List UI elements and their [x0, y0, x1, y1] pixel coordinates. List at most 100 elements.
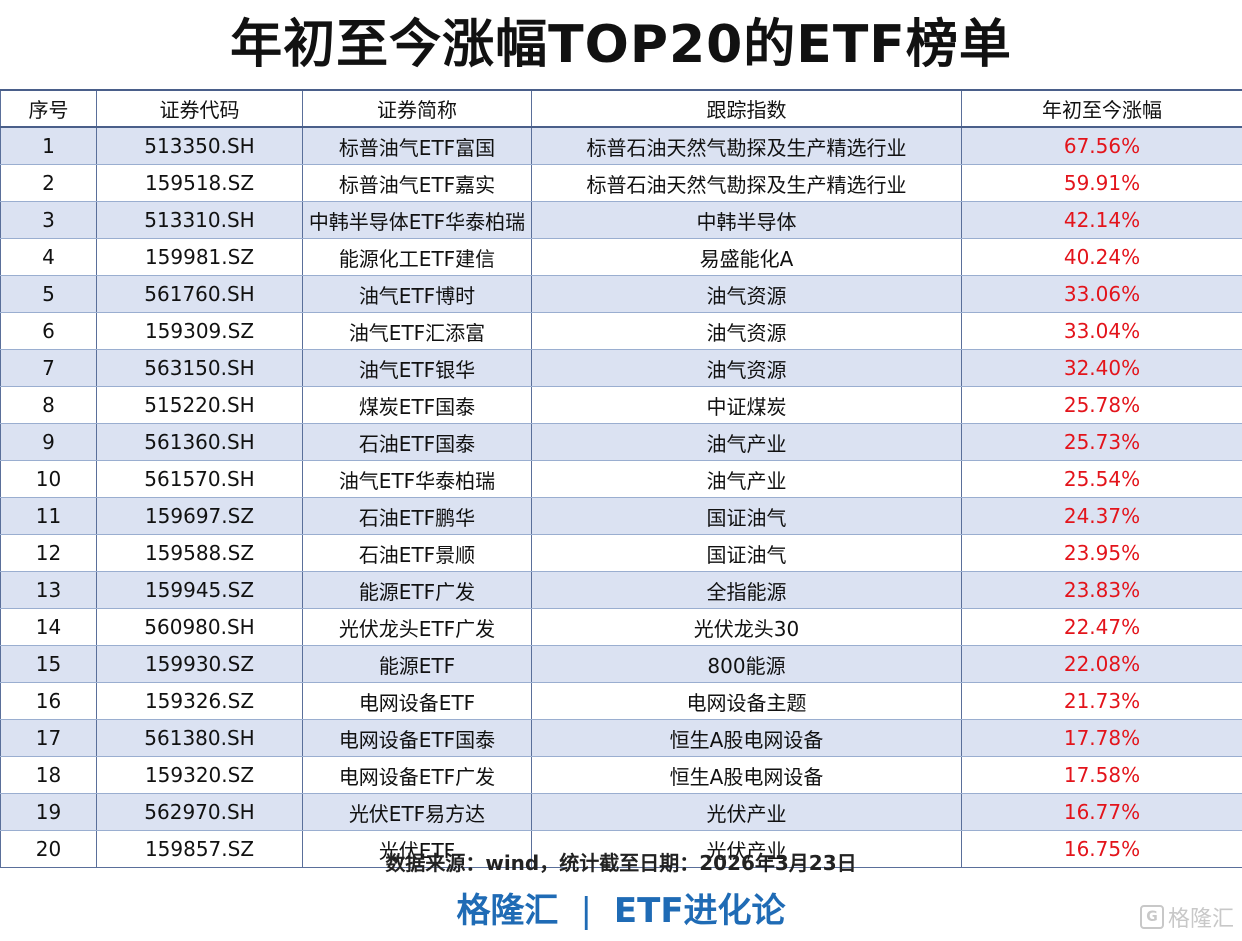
cell-name: 光伏ETF易方达	[302, 793, 532, 831]
cell-gain: 32.40%	[961, 349, 1242, 387]
cell-index: 标普石油天然气勘探及生产精选行业	[531, 127, 962, 165]
cell-index: 油气资源	[531, 349, 962, 387]
cell-gain: 59.91%	[961, 164, 1242, 202]
source-note: 数据来源：wind，统计截至日期：2026年3月23日	[385, 851, 857, 875]
cell-code: 561360.SH	[96, 423, 303, 461]
cell-code: 159320.SZ	[96, 756, 303, 794]
cell-gain: 17.58%	[961, 756, 1242, 794]
table-row: 7 563150.SH 油气ETF银华 油气资源 32.40%	[0, 349, 1242, 387]
cell-code: 159326.SZ	[96, 682, 303, 720]
brand-name: 格隆汇	[456, 891, 559, 931]
table-row: 10 561570.SH 油气ETF华泰柏瑞 油气产业 25.54%	[0, 460, 1242, 498]
cell-index: 恒生A股电网设备	[531, 756, 962, 794]
cell-no: 10	[0, 460, 97, 498]
cell-gain: 16.77%	[961, 793, 1242, 831]
column-header-index: 跟踪指数	[531, 89, 962, 128]
cell-gain: 67.56%	[961, 127, 1242, 165]
cell-code: 513350.SH	[96, 127, 303, 165]
cell-name: 能源ETF广发	[302, 571, 532, 609]
cell-gain: 42.14%	[961, 201, 1242, 239]
cell-name: 能源化工ETF建信	[302, 238, 532, 276]
cell-code: 159857.SZ	[96, 830, 303, 868]
table-row: 17 561380.SH 电网设备ETF国泰 恒生A股电网设备 17.78%	[0, 719, 1242, 757]
cell-gain: 25.54%	[961, 460, 1242, 498]
cell-no: 1	[0, 127, 97, 165]
column-header-no: 序号	[0, 89, 97, 128]
cell-gain: 40.24%	[961, 238, 1242, 276]
cell-name: 标普油气ETF嘉实	[302, 164, 532, 202]
brand-separator: |	[580, 891, 592, 931]
cell-no: 20	[0, 830, 97, 868]
watermark-logo-icon: G	[1139, 905, 1164, 929]
cell-name: 电网设备ETF广发	[302, 756, 532, 794]
cell-index: 油气产业	[531, 460, 962, 498]
cell-index: 全指能源	[531, 571, 962, 609]
cell-index: 中韩半导体	[531, 201, 962, 239]
cell-code: 159697.SZ	[96, 497, 303, 535]
cell-gain: 22.08%	[961, 645, 1242, 683]
cell-gain: 33.06%	[961, 275, 1242, 313]
cell-no: 12	[0, 534, 97, 572]
page-title: 年初至今涨幅TOP20的ETF榜单	[230, 15, 1012, 75]
table-row: 16 159326.SZ 电网设备ETF 电网设备主题 21.73%	[0, 682, 1242, 720]
cell-name: 光伏龙头ETF广发	[302, 608, 532, 646]
cell-gain: 24.37%	[961, 497, 1242, 535]
etf-ranking-table: 序号 证券代码 证券简称 跟踪指数 年初至今涨幅 1 513350.SH 标普油气E…	[0, 89, 1242, 868]
brand-column-name: ETF进化论	[613, 891, 786, 931]
table-header-row: 序号 证券代码 证券简称 跟踪指数 年初至今涨幅	[0, 89, 1242, 128]
cell-name: 油气ETF汇添富	[302, 312, 532, 350]
cell-name: 标普油气ETF富国	[302, 127, 532, 165]
table-row: 20 159857.SZ 光伏ETF 光伏产业 16.75%	[0, 830, 1242, 868]
cell-name: 中韩半导体ETF华泰柏瑞	[302, 201, 532, 239]
table-row: 19 562970.SH 光伏ETF易方达 光伏产业 16.77%	[0, 793, 1242, 831]
table-row: 1 513350.SH 标普油气ETF富国 标普石油天然气勘探及生产精选行业 67.56…	[0, 127, 1242, 165]
cell-no: 19	[0, 793, 97, 831]
cell-code: 563150.SH	[96, 349, 303, 387]
table-row: 6 159309.SZ 油气ETF汇添富 油气资源 33.04%	[0, 312, 1242, 350]
cell-name: 光伏ETF	[302, 830, 532, 868]
cell-gain: 22.47%	[961, 608, 1242, 646]
cell-index: 油气产业	[531, 423, 962, 461]
column-header-name: 证券简称	[302, 89, 532, 128]
cell-no: 2	[0, 164, 97, 202]
cell-name: 煤炭ETF国泰	[302, 386, 532, 424]
table-row: 2 159518.SZ 标普油气ETF嘉实 标普石油天然气勘探及生产精选行业 59.91…	[0, 164, 1242, 202]
cell-name: 电网设备ETF	[302, 682, 532, 720]
cell-code: 513310.SH	[96, 201, 303, 239]
cell-gain: 21.73%	[961, 682, 1242, 720]
cell-code: 159930.SZ	[96, 645, 303, 683]
cell-index: 800能源	[531, 645, 962, 683]
cell-gain: 33.04%	[961, 312, 1242, 350]
cell-index: 油气资源	[531, 275, 962, 313]
cell-index: 油气资源	[531, 312, 962, 350]
cell-name: 油气ETF银华	[302, 349, 532, 387]
cell-no: 15	[0, 645, 97, 683]
cell-name: 电网设备ETF国泰	[302, 719, 532, 757]
cell-index: 国证油气	[531, 534, 962, 572]
column-header-code: 证券代码	[96, 89, 303, 128]
table-row: 3 513310.SH 中韩半导体ETF华泰柏瑞 中韩半导体 42.14%	[0, 201, 1242, 239]
cell-code: 562970.SH	[96, 793, 303, 831]
table-body: 1 513350.SH 标普油气ETF富国 标普石油天然气勘探及生产精选行业 67.56…	[0, 127, 1242, 868]
cell-no: 18	[0, 756, 97, 794]
cell-name: 能源ETF	[302, 645, 532, 683]
cell-name: 油气ETF博时	[302, 275, 532, 313]
watermark: G 格隆汇	[1139, 900, 1234, 934]
table-row: 9 561360.SH 石油ETF国泰 油气产业 25.73%	[0, 423, 1242, 461]
brand-footer: 格隆汇 | ETF进化论	[0, 886, 1242, 936]
cell-no: 8	[0, 386, 97, 424]
cell-code: 515220.SH	[96, 386, 303, 424]
cell-gain: 17.78%	[961, 719, 1242, 757]
cell-code: 159588.SZ	[96, 534, 303, 572]
cell-index: 标普石油天然气勘探及生产精选行业	[531, 164, 962, 202]
table-row: 5 561760.SH 油气ETF博时 油气资源 33.06%	[0, 275, 1242, 313]
cell-no: 4	[0, 238, 97, 276]
table-row: 14 560980.SH 光伏龙头ETF广发 光伏龙头30 22.47%	[0, 608, 1242, 646]
cell-no: 13	[0, 571, 97, 609]
table-row: 15 159930.SZ 能源ETF 800能源 22.08%	[0, 645, 1242, 683]
cell-gain: 23.95%	[961, 534, 1242, 572]
cell-index: 中证煤炭	[531, 386, 962, 424]
cell-code: 561760.SH	[96, 275, 303, 313]
cell-gain: 16.75%	[961, 830, 1242, 868]
watermark-text: 格隆汇	[1167, 907, 1234, 932]
